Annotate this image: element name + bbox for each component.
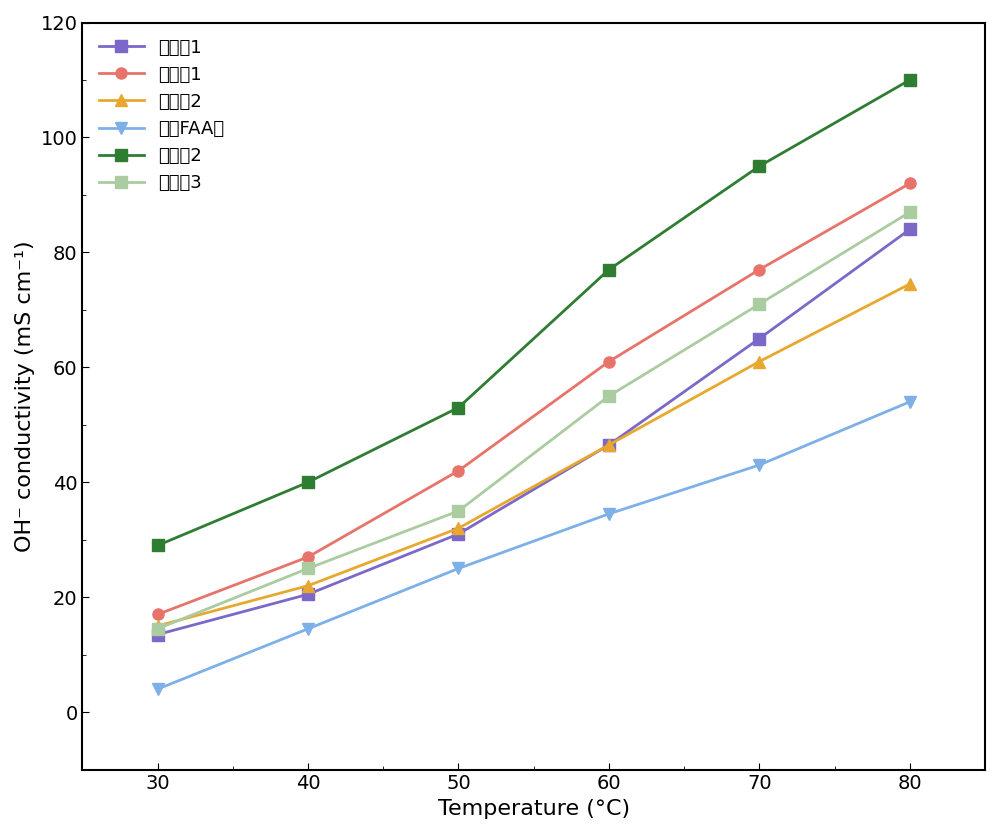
对比例3 bbox=[152, 624, 164, 634]
对比例2 bbox=[753, 357, 765, 367]
商业FAA膜 bbox=[904, 397, 916, 407]
对比例3 bbox=[452, 506, 464, 516]
对比例1 bbox=[452, 529, 464, 539]
X-axis label: Temperature (°C): Temperature (°C) bbox=[438, 799, 630, 819]
商业FAA膜 bbox=[152, 684, 164, 694]
Line: 实施例2: 实施例2 bbox=[152, 74, 915, 551]
对比例3 bbox=[603, 391, 615, 401]
实施例1 bbox=[904, 178, 916, 188]
对比例3 bbox=[904, 207, 916, 217]
对比例1 bbox=[904, 224, 916, 234]
实施例1 bbox=[753, 264, 765, 274]
对比例3 bbox=[302, 564, 314, 574]
Y-axis label: OH⁻ conductivity (mS cm⁻¹): OH⁻ conductivity (mS cm⁻¹) bbox=[15, 240, 35, 552]
实施例1 bbox=[452, 465, 464, 475]
对比例1 bbox=[603, 440, 615, 450]
实施例1 bbox=[603, 357, 615, 367]
对比例2 bbox=[302, 580, 314, 590]
Line: 对比例1: 对比例1 bbox=[152, 224, 915, 640]
对比例3 bbox=[753, 299, 765, 309]
实施例2 bbox=[603, 264, 615, 274]
实施例2 bbox=[152, 540, 164, 550]
商业FAA膜 bbox=[302, 624, 314, 634]
实施例2 bbox=[904, 75, 916, 85]
Line: 实施例1: 实施例1 bbox=[152, 178, 915, 620]
对比例2 bbox=[904, 279, 916, 289]
对比例2 bbox=[603, 440, 615, 450]
对比例2 bbox=[452, 523, 464, 533]
商业FAA膜 bbox=[603, 509, 615, 519]
实施例2 bbox=[753, 161, 765, 171]
对比例1 bbox=[753, 334, 765, 344]
商业FAA膜 bbox=[452, 564, 464, 574]
Line: 商业FAA膜: 商业FAA膜 bbox=[152, 396, 915, 695]
实施例2 bbox=[302, 477, 314, 487]
实施例2 bbox=[452, 403, 464, 413]
对比例1 bbox=[152, 630, 164, 640]
Line: 对比例2: 对比例2 bbox=[152, 279, 915, 631]
Legend: 对比例1, 实施例1, 对比例2, 商业FAA膜, 实施例2, 对比例3: 对比例1, 实施例1, 对比例2, 商业FAA膜, 实施例2, 对比例3 bbox=[91, 32, 232, 199]
Line: 对比例3: 对比例3 bbox=[152, 207, 915, 635]
对比例1 bbox=[302, 590, 314, 600]
实施例1 bbox=[152, 610, 164, 620]
对比例2 bbox=[152, 620, 164, 631]
实施例1 bbox=[302, 552, 314, 562]
商业FAA膜 bbox=[753, 460, 765, 470]
